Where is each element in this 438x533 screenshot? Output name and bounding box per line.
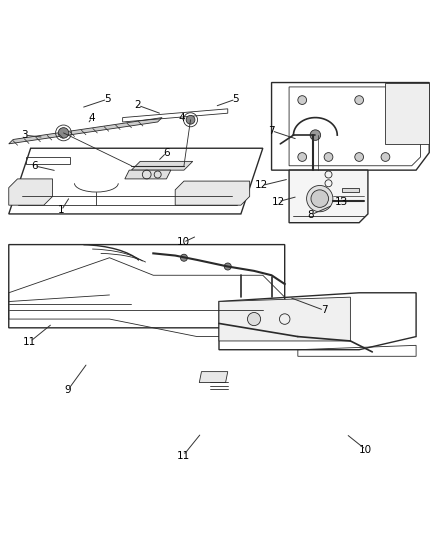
Text: 6: 6 [163,148,170,158]
Circle shape [247,312,261,326]
Polygon shape [125,170,171,179]
Text: 3: 3 [21,130,28,140]
Circle shape [355,152,364,161]
Circle shape [307,185,333,212]
Circle shape [310,130,321,140]
Text: 7: 7 [268,126,275,136]
Text: 2: 2 [134,100,141,110]
Text: 5: 5 [104,94,111,104]
Text: 8: 8 [307,210,314,220]
Circle shape [311,190,328,207]
Polygon shape [385,83,429,144]
Circle shape [355,96,364,104]
Circle shape [224,263,231,270]
Circle shape [186,115,195,124]
Text: 12: 12 [272,197,285,207]
Text: 10: 10 [177,237,190,247]
Text: 9: 9 [64,385,71,395]
Text: 6: 6 [31,161,38,171]
Polygon shape [342,188,359,192]
Text: 4: 4 [178,114,185,124]
Text: 13: 13 [335,197,348,207]
Polygon shape [9,179,53,205]
Text: 10: 10 [359,445,372,455]
Text: 4: 4 [88,112,95,123]
Polygon shape [9,118,162,144]
Circle shape [298,152,307,161]
Text: 12: 12 [255,181,268,190]
Text: 5: 5 [232,94,239,104]
Polygon shape [175,181,250,205]
Circle shape [180,254,187,261]
Text: 11: 11 [177,451,190,461]
Circle shape [381,152,390,161]
Polygon shape [289,170,368,223]
Polygon shape [199,372,228,383]
Circle shape [298,96,307,104]
Polygon shape [219,297,350,341]
Text: 7: 7 [321,305,328,316]
Circle shape [58,128,69,138]
Circle shape [324,152,333,161]
Text: 11: 11 [23,337,36,347]
Polygon shape [131,161,193,170]
Text: 1: 1 [58,205,65,215]
